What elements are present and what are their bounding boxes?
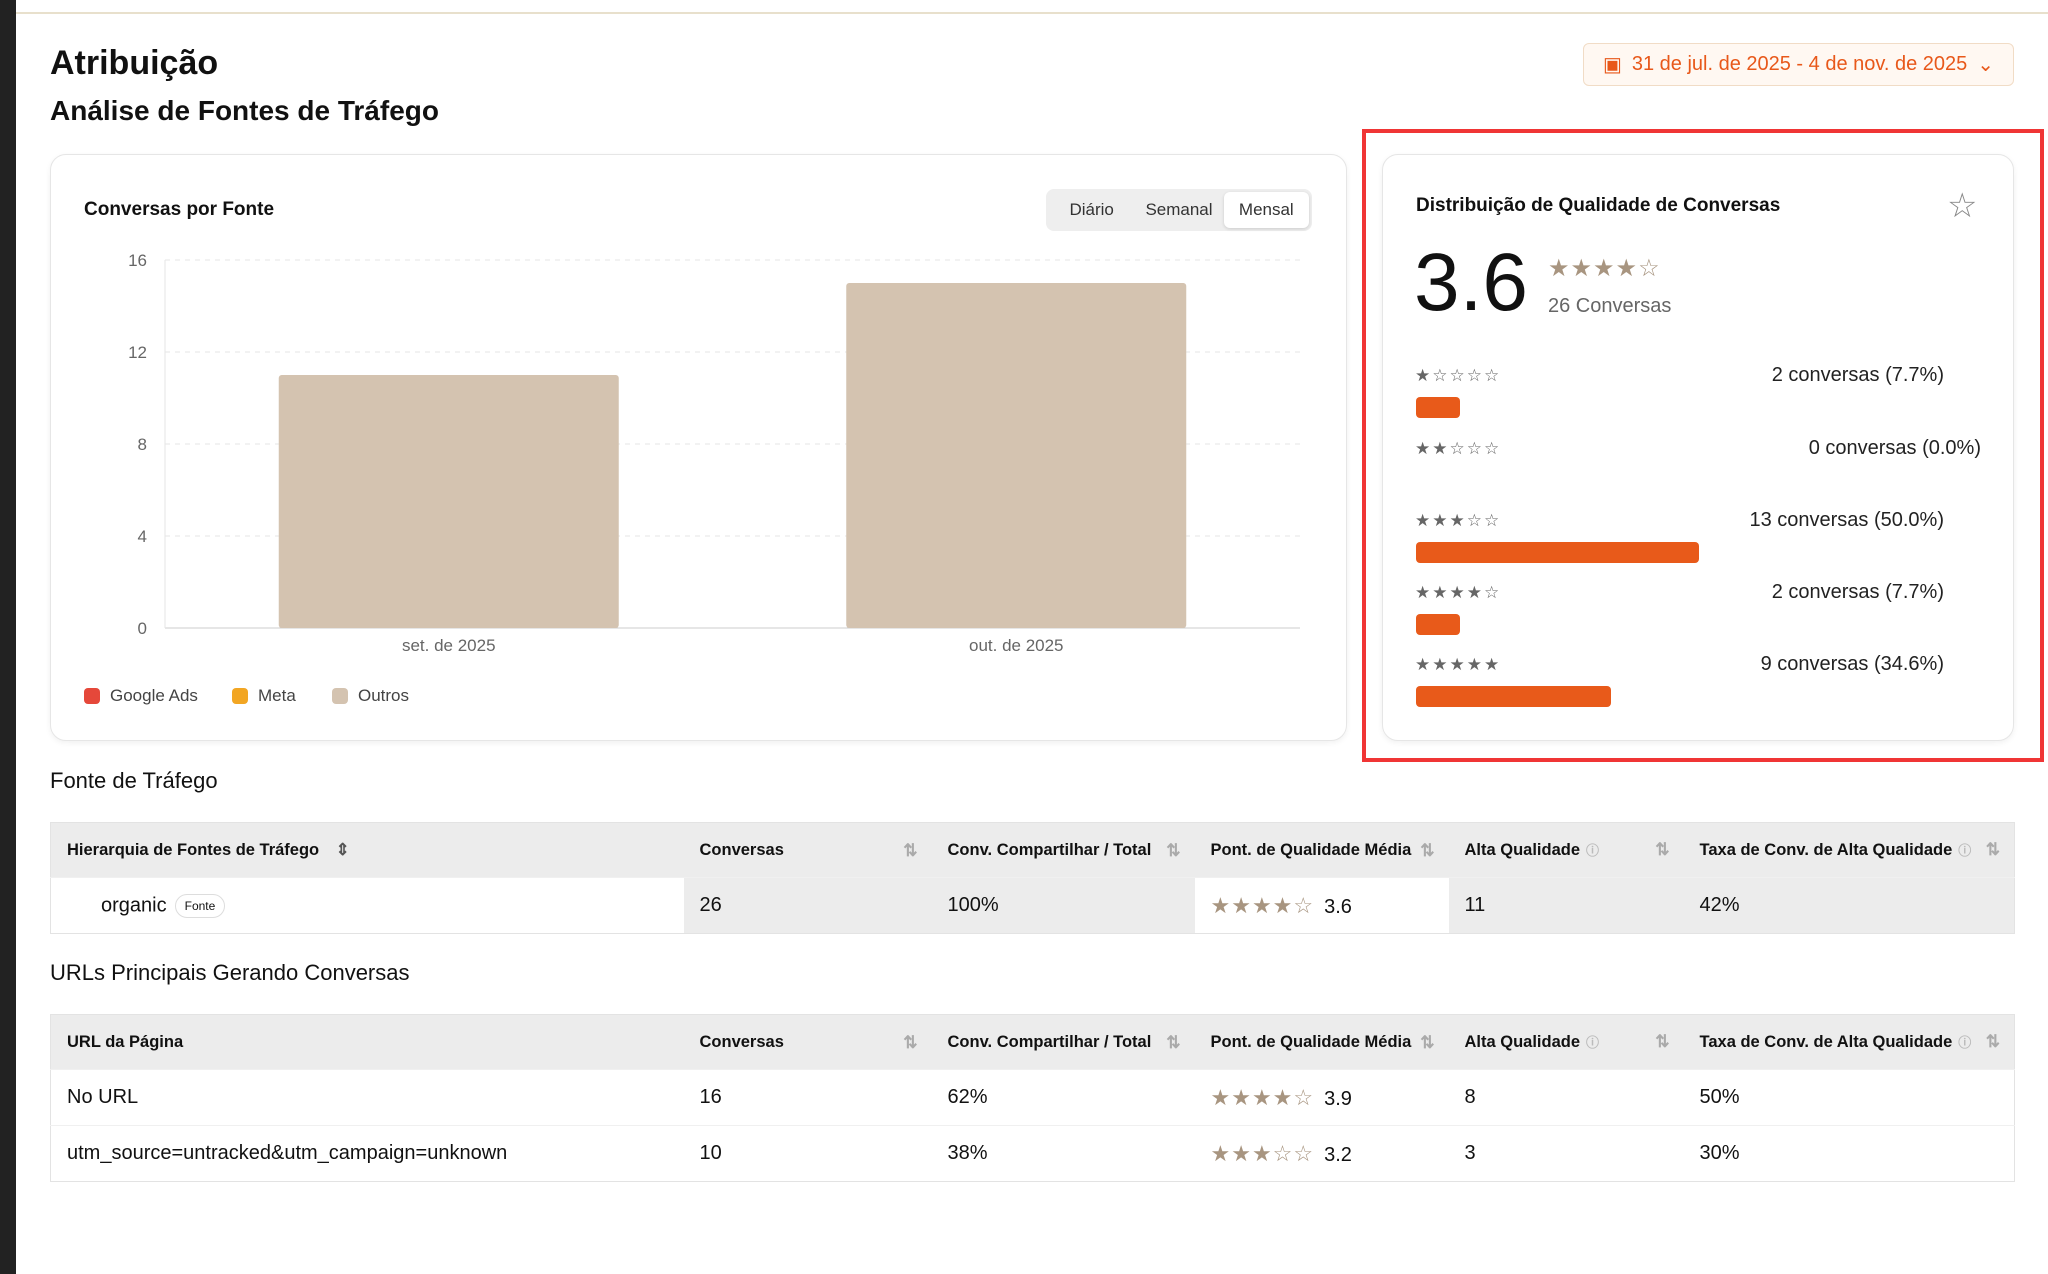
period-toggle[interactable]: Diário Semanal Mensal [1046,189,1312,231]
col-score[interactable]: Pont. de Qualidade Média ⇅ [1194,822,1449,878]
legend-swatch [332,688,348,704]
page-title: Atribuição [50,44,219,82]
table-row[interactable]: utm_source=untracked&utm_campaign=unknow… [50,1125,2015,1182]
rating-stars: ★★★★☆ [1210,892,1315,918]
col-hierarquia[interactable]: Hierarquia de Fontes de Tráfego ⇕ [50,822,684,878]
info-icon: ⓘ [1958,843,1972,858]
rating-row-label: 0 conversas (0.0%) [1808,437,1981,459]
col-taxa[interactable]: Taxa de Conv. de Alta Qualidade ⓘ ⇅ [1683,822,2015,878]
left-sidebar-edge [0,0,16,1274]
col-alta[interactable]: Alta Qualidade ⓘ ⇅ [1448,1014,1684,1070]
rating-stars: ★★★★☆ [1210,1084,1315,1110]
toggle-semanal[interactable]: Semanal [1145,200,1213,219]
info-icon: ⓘ [1958,1035,1972,1050]
col-url[interactable]: URL da Página [50,1014,684,1070]
col-share[interactable]: Conv. Compartilhar / Total ⇅ [931,1014,1195,1070]
rating-row-label: 9 conversas (34.6%) [1760,653,1944,675]
bar-outros [278,375,619,628]
rating-row-stars: ★★☆☆☆ [1415,439,1502,458]
table-row[interactable]: No URL 16 62% ★★★★☆ 3.9 8 50% [50,1069,2015,1126]
page-subtitle: Análise de Fontes de Tráfego [50,95,439,126]
x-tick-label: out. de 2025 [969,636,1064,655]
legend-label: Meta [258,686,296,705]
toggle-mensal[interactable]: Mensal [1223,192,1309,228]
rating-row-label: 13 conversas (50.0%) [1749,509,1944,531]
date-range-label: 31 de jul. de 2025 - 4 de nov. de 2025 [1631,53,1968,75]
quality-card [1382,154,2014,741]
rating-row-bar [1416,686,1612,707]
y-tick-label: 0 [138,619,147,638]
bar-chart: 0 4 8 12 16 set. de 2025 out. de 2025 [128,251,1300,655]
legend-label: Outros [358,686,410,705]
average-stars: ★★★★☆ [1548,255,1661,282]
rating-row-stars: ★☆☆☆☆ [1415,366,1502,385]
traffic-section-title: Fonte de Tráfego [50,768,218,793]
rating-row-label: 2 conversas (7.7%) [1771,581,1944,603]
toggle-diario[interactable]: Diário [1069,200,1114,219]
rating-row-stars: ★★★☆☆ [1415,511,1502,530]
legend-swatch [84,688,100,704]
rating-row-bar [1416,614,1460,635]
total-conversations: 26 Conversas [1548,295,1672,317]
col-share[interactable]: Conv. Compartilhar / Total ⇅ [931,822,1195,878]
info-icon: ⓘ [1586,1035,1600,1050]
table-row[interactable]: organic Fonte 26 100% ★★★★☆ 3.6 11 42% [50,877,2015,934]
favorite-star-icon[interactable]: ☆ [1947,187,1978,225]
y-tick-label: 8 [138,435,147,454]
average-score: 3.6 [1414,237,1528,328]
rating-row-stars: ★★★★★ [1415,655,1502,674]
col-alta[interactable]: Alta Qualidade ⓘ ⇅ [1448,822,1684,878]
rating-row-bar [1416,542,1699,563]
date-range-picker[interactable]: ▣ 31 de jul. de 2025 - 4 de nov. de 2025… [1583,43,2014,86]
top-divider [16,12,2048,14]
legend-swatch [232,688,248,704]
chart-title: Conversas por Fonte [84,199,275,220]
chevron-down-icon: ⌄ [1977,54,1995,76]
traffic-table: Hierarquia de Fontes de Tráfego ⇕ Conver… [50,822,2015,934]
rating-row-stars: ★★★★☆ [1415,583,1502,602]
y-tick-label: 4 [138,527,147,546]
source-badge: Fonte [174,893,226,918]
rating-row-bar [1416,397,1460,418]
col-score[interactable]: Pont. de Qualidade Média ⇅ [1194,1014,1449,1070]
legend-label: Google Ads [110,686,198,705]
col-conversas[interactable]: Conversas ⇅ [683,1014,932,1070]
info-icon: ⓘ [1586,843,1600,858]
calendar-icon: ▣ [1602,54,1622,76]
rating-stars: ★★★☆☆ [1210,1140,1315,1166]
urls-table: URL da Página Conversas ⇅ Conv. Compartil… [50,1014,2015,1182]
col-taxa[interactable]: Taxa de Conv. de Alta Qualidade ⓘ ⇅ [1683,1014,2015,1070]
legend-outros[interactable]: Outros [332,686,409,706]
y-tick-label: 16 [128,251,147,270]
legend-meta[interactable]: Meta [232,686,296,706]
urls-section-title: URLs Principais Gerando Conversas [50,960,410,985]
y-tick-label: 12 [128,343,147,362]
bar-outros [846,283,1187,628]
col-conversas[interactable]: Conversas ⇅ [683,822,932,878]
x-tick-label: set. de 2025 [402,636,496,655]
rating-row-label: 2 conversas (7.7%) [1771,364,1944,386]
legend-google-ads[interactable]: Google Ads [84,686,198,706]
quality-title: Distribuição de Qualidade de Conversas [1416,195,1781,216]
